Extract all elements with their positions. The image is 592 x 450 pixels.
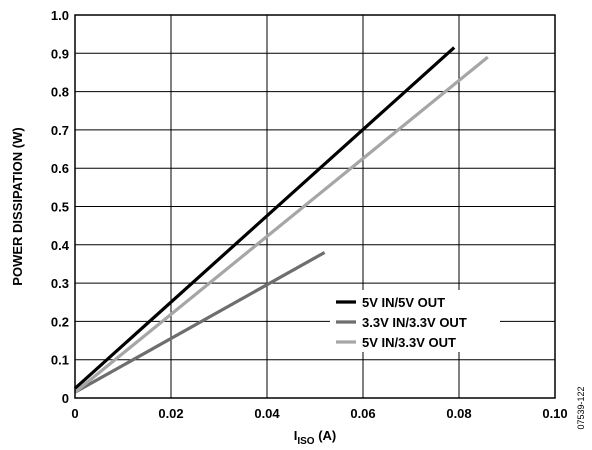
y-tick-label: 0 [62,391,69,406]
y-tick-label: 0.7 [51,123,69,138]
y-tick-label: 0.5 [51,200,69,215]
y-tick-label: 1.0 [51,8,69,23]
y-tick-label: 0.9 [51,46,69,61]
x-tick-label: 0.10 [542,406,567,421]
series-layer [73,46,489,394]
x-tick-label: 0.02 [158,406,183,421]
x-tick-label: 0.08 [446,406,471,421]
figure-id: 07539-122 [576,386,586,429]
tick-labels: 0 0.02 0.04 0.06 0.08 0.10 0 0.1 0.2 0.3 0.4 0.5 0.6… [51,8,568,421]
legend-background [330,290,500,352]
y-tick-label: 0.6 [51,161,69,176]
x-tick-label: 0 [71,406,78,421]
legend-label: 5V IN/3.3V OUT [362,335,456,350]
legend-label: 3.3V IN/3.3V OUT [362,315,467,330]
y-tick-label: 0.4 [51,238,70,253]
series-line [73,55,489,394]
y-tick-label: 0.1 [51,353,69,368]
y-tick-label: 0.3 [51,276,69,291]
x-axis-title: IISO (A) [294,428,337,447]
x-axis-title-main: I [294,428,298,443]
y-tick-label: 0.2 [51,314,69,329]
x-tick-label: 0.04 [254,406,280,421]
series-line [74,251,326,394]
x-axis-title-subscript: ISO [297,436,314,447]
y-tick-label: 0.8 [51,85,69,100]
x-axis-title-unit: (A) [315,428,337,443]
plot-frame [74,14,556,399]
y-axis-title: POWER DISSIPATION (W) [10,127,25,285]
x-tick-label: 0.06 [350,406,375,421]
legend-label: 5V IN/5V OUT [362,295,445,310]
series-line [73,46,456,390]
legend: 5V IN/5V OUT 3.3V IN/3.3V OUT 5V IN/3.3V O… [330,290,500,352]
